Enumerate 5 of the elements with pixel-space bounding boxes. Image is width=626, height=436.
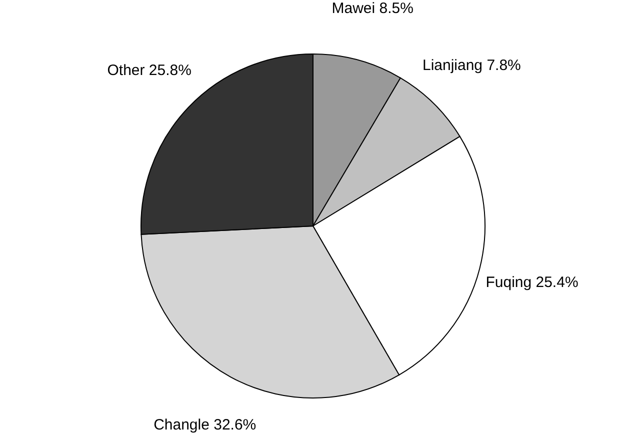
slice-label: Fuqing 25.4% (486, 274, 578, 291)
slice-label: Lianjiang 7.8% (422, 57, 521, 74)
slice-label: Mawei 8.5% (332, 0, 414, 17)
slice-label: Other 25.8% (107, 62, 192, 80)
slice-label: Changle 32.6% (154, 416, 256, 434)
